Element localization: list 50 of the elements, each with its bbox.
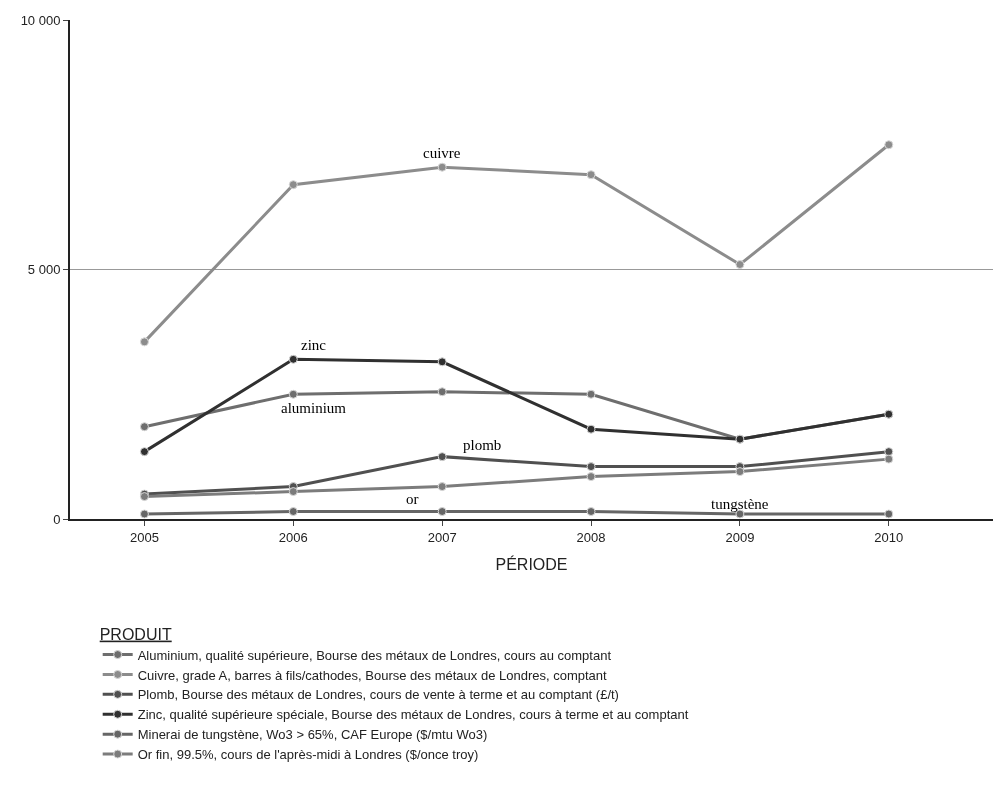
point <box>586 507 596 517</box>
annotation: or <box>406 491 419 507</box>
point <box>884 140 894 150</box>
point <box>586 472 596 482</box>
point <box>288 354 298 364</box>
point <box>437 452 447 462</box>
annotation: cuivre <box>423 145 461 161</box>
x-tick-label: 2010 <box>874 529 904 545</box>
point <box>437 387 447 397</box>
point <box>139 447 149 457</box>
point <box>884 509 894 519</box>
x-axis-title: PÉRIODE <box>495 554 568 573</box>
point <box>437 162 447 172</box>
point <box>586 462 596 472</box>
x-tick-label: 2006 <box>278 529 308 545</box>
y-tick-label: 5 000 <box>27 262 61 278</box>
y-tick-label: 10 000 <box>20 12 61 28</box>
point <box>735 467 745 477</box>
x-tick-label: 2008 <box>576 529 606 545</box>
annotation: tungstène <box>711 496 769 512</box>
legend-label: Minerai de tungstène, Wo3 > 65%, CAF Europe ($/mtu Wo3) <box>137 727 488 743</box>
point <box>884 447 894 457</box>
x-tick-label: 2007 <box>427 529 457 545</box>
point <box>288 389 298 399</box>
legend-label: Plomb, Bourse des métaux de Londres, cours de vente à terme et au comptant (£/t) <box>137 687 619 703</box>
legend-title: PRODUIT <box>99 625 172 643</box>
legend-label: Or fin, 99.5%, cours de l'après-midi à Londres ($/once troy) <box>137 747 479 763</box>
y-tick-label: 0 <box>53 511 61 527</box>
point <box>586 170 596 180</box>
legend-label: Aluminium, qualité supérieure, Bourse des métaux de Londres, cours au comptant <box>137 647 612 663</box>
point <box>288 487 298 497</box>
point <box>288 507 298 517</box>
point <box>139 509 149 519</box>
point <box>139 422 149 432</box>
x-tick-label: 2009 <box>725 529 755 545</box>
annotation: plomb <box>463 437 502 453</box>
legend-label: Zinc, qualité supérieure spéciale, Bourse des métaux de Londres, cours à terme et au comptant <box>137 707 689 723</box>
annotation: zinc <box>301 337 327 353</box>
point <box>586 424 596 434</box>
point <box>139 337 149 347</box>
point <box>735 260 745 270</box>
x-tick-label: 2005 <box>129 529 159 545</box>
annotation: aluminium <box>281 400 347 416</box>
point <box>586 389 596 399</box>
point <box>437 357 447 367</box>
point <box>884 454 894 464</box>
point <box>288 180 298 190</box>
point <box>437 507 447 517</box>
point <box>437 482 447 492</box>
legend-label: Cuivre, grade A, barres à fils/cathodes, Bourse des métaux de Londres, comptant <box>137 667 608 683</box>
